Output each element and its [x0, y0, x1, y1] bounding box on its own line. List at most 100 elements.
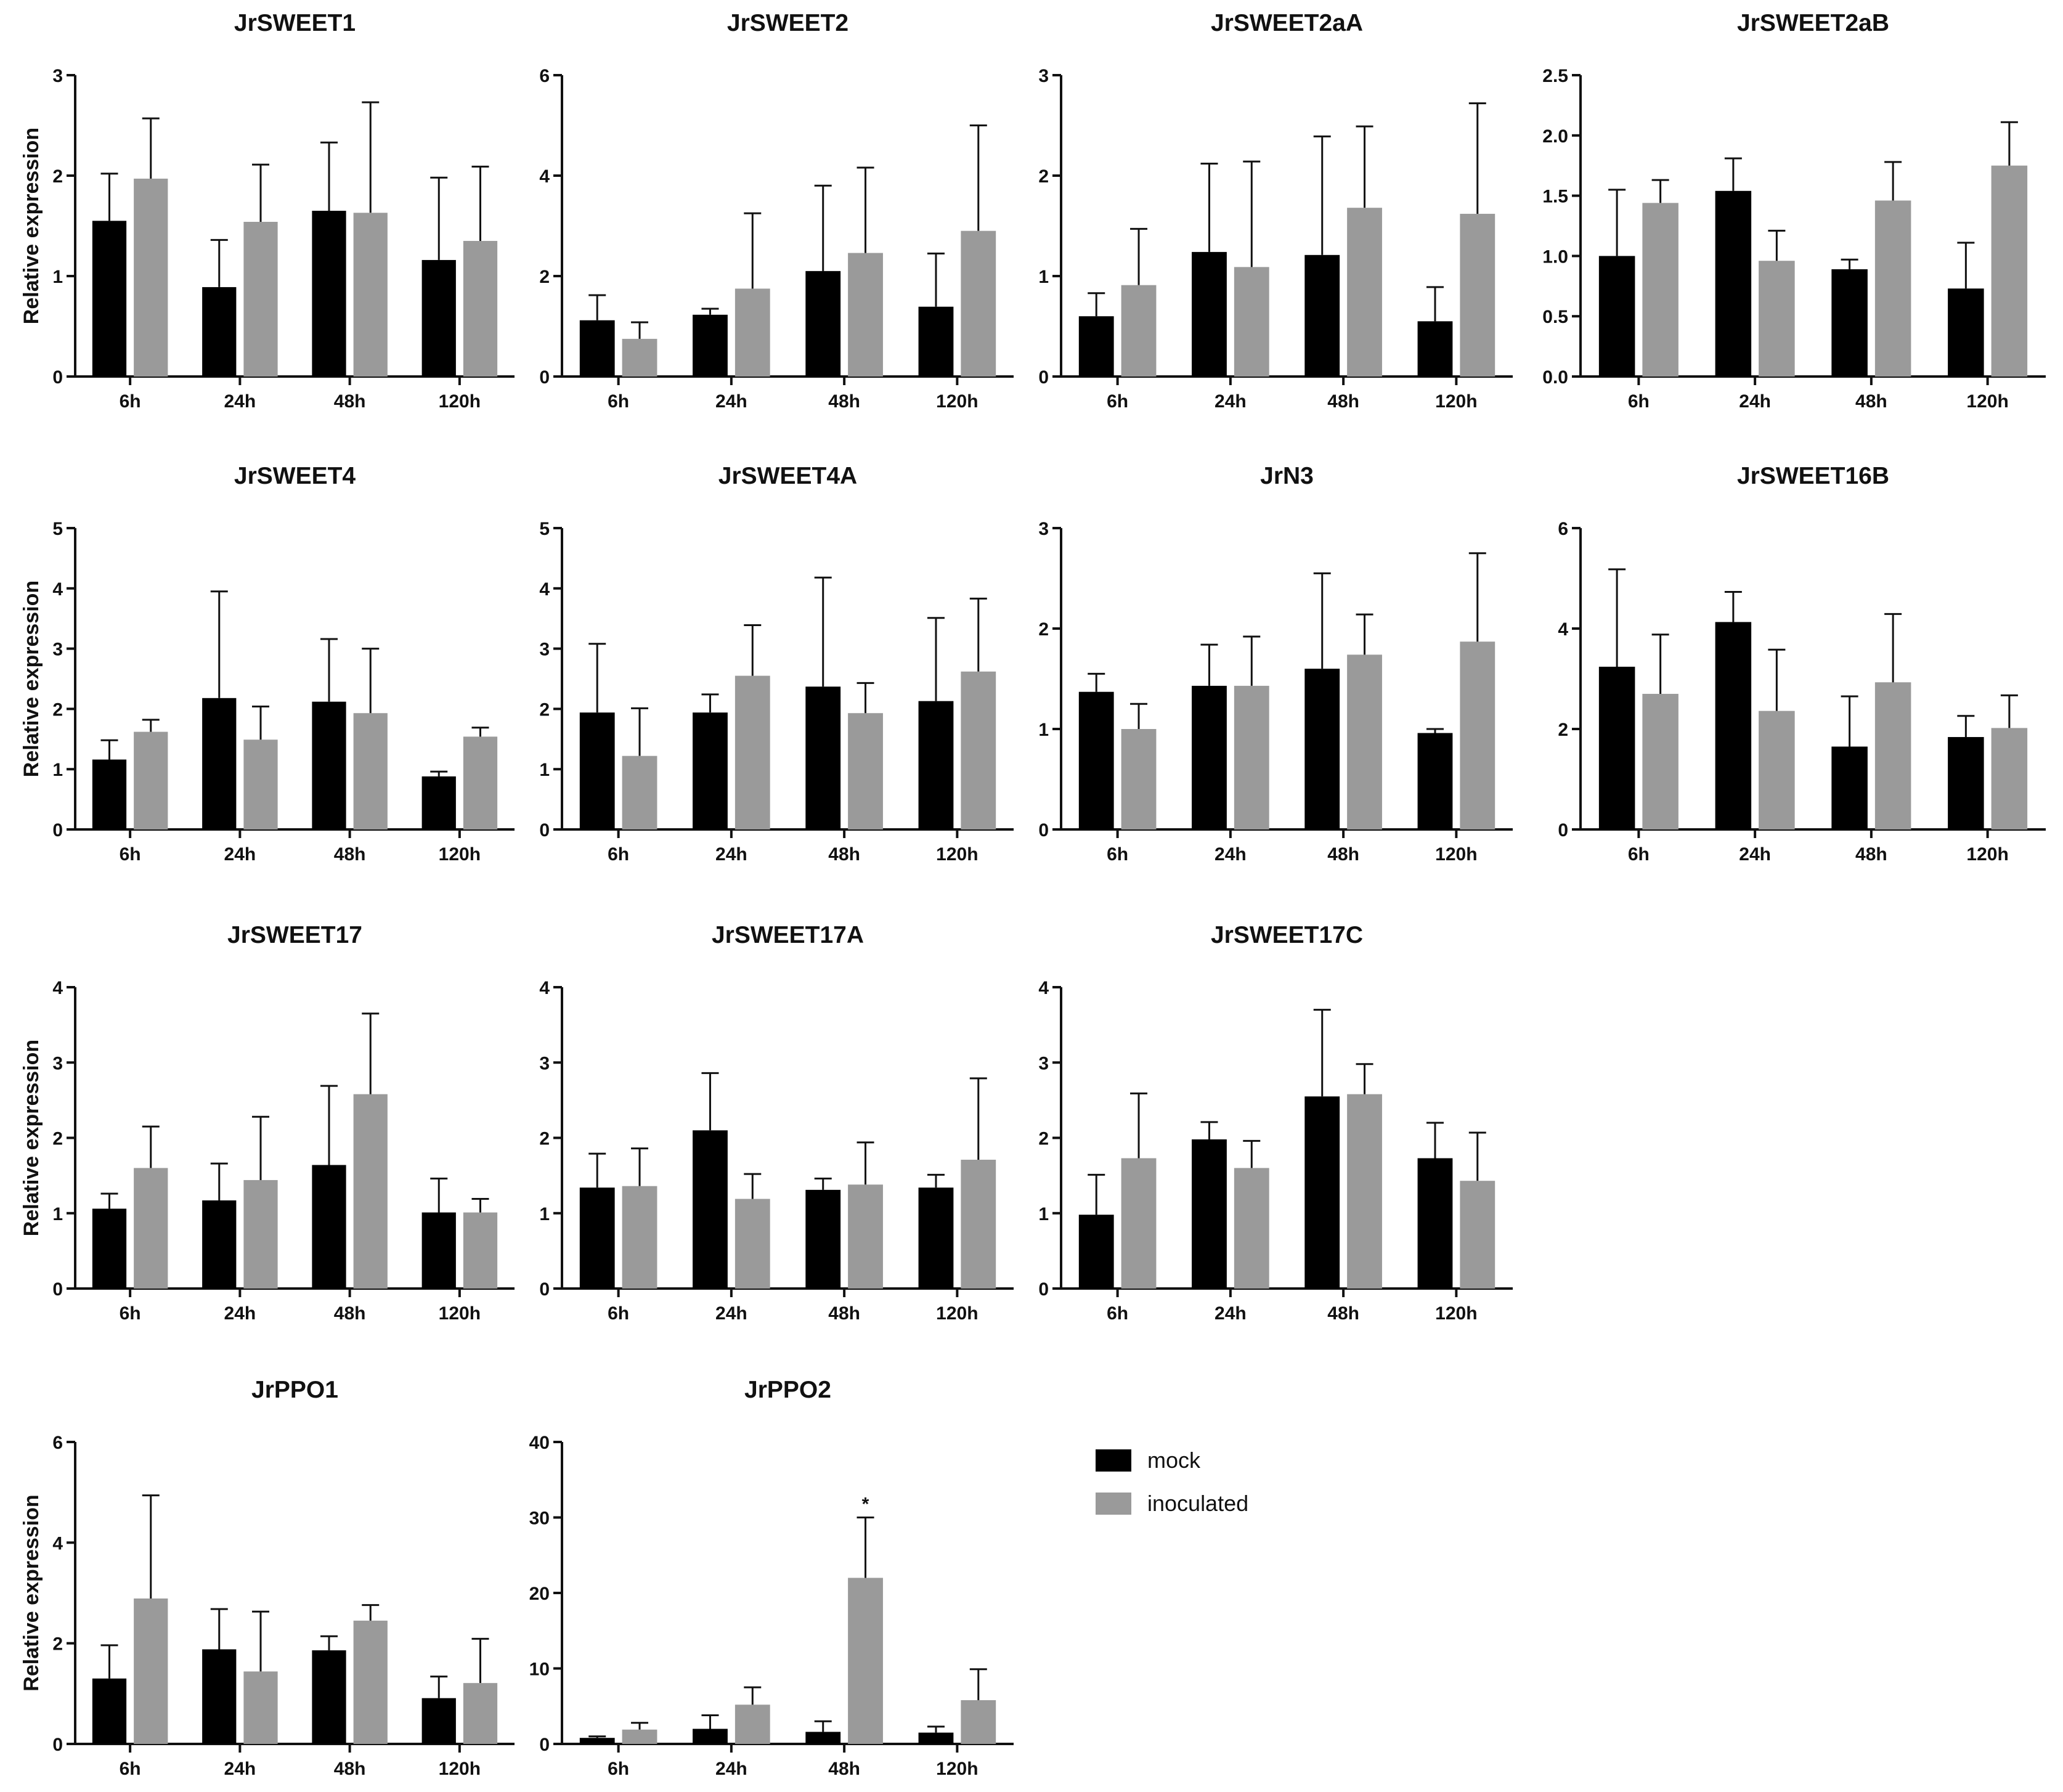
y-tick-label: 3: [1038, 1053, 1049, 1073]
y-tick-label: 1: [1038, 720, 1049, 740]
x-tick-label: 120h: [439, 844, 481, 865]
bar-mock-48h: [1304, 1096, 1340, 1289]
chart-title: JrSWEET17A: [712, 922, 864, 948]
bar-mock-24h: [693, 314, 728, 377]
y-axis-label: Relative expression: [20, 1040, 43, 1236]
y-tick-label: 0: [52, 1279, 63, 1300]
y-tick-label: 3: [539, 1053, 550, 1073]
chart-title: JrSWEET1: [234, 10, 356, 36]
x-tick-label: 24h: [224, 391, 256, 412]
y-tick-label: 2.5: [1542, 66, 1568, 86]
y-tick-label: 1: [52, 267, 63, 287]
bar-inoculated-120h: [1460, 641, 1495, 829]
x-tick-label: 120h: [936, 844, 978, 865]
bar-inoculated-24h: [243, 739, 278, 829]
legend-swatch-mock: [1096, 1449, 1131, 1472]
x-tick-label: 120h: [1966, 844, 2008, 865]
x-tick-label: 120h: [439, 391, 481, 412]
bar-mock-6h: [1078, 691, 1114, 829]
bar-mock-48h: [805, 271, 841, 377]
bar-mock-120h: [1417, 1158, 1453, 1289]
bar-mock-6h: [579, 1187, 615, 1289]
bar-inoculated-24h: [1234, 267, 1269, 377]
bar-inoculated-24h: [734, 1704, 770, 1744]
y-tick-label: 40: [529, 1433, 550, 1453]
x-tick-label: 6h: [1107, 844, 1128, 865]
chart-title: JrSWEET4: [234, 463, 356, 489]
y-tick-label: 1: [52, 760, 63, 780]
y-tick-label: 0.0: [1542, 367, 1568, 388]
y-tick-label: 3: [1038, 519, 1049, 539]
bar-mock-24h: [1192, 251, 1227, 377]
x-tick-label: 48h: [334, 844, 366, 865]
bar-inoculated-6h: [134, 178, 168, 377]
x-tick-label: 48h: [1327, 391, 1359, 412]
bar-mock-24h: [1192, 685, 1227, 829]
bar-inoculated-48h: [353, 713, 388, 829]
bar-inoculated-120h: [961, 1159, 996, 1289]
bar-mock-120h: [1948, 288, 1984, 377]
x-tick-label: 6h: [120, 1303, 141, 1324]
x-tick-label: 6h: [1628, 391, 1650, 412]
bar-mock-48h: [805, 686, 841, 829]
bar-inoculated-120h: [463, 1683, 498, 1744]
y-tick-label: 0: [52, 367, 63, 388]
y-tick-label: 3: [52, 66, 63, 86]
y-tick-label: 2: [1038, 619, 1049, 640]
x-tick-label: 6h: [120, 1759, 141, 1779]
bar-mock-6h: [579, 320, 615, 377]
y-tick-label: 0: [539, 367, 550, 388]
bar-inoculated-24h: [1759, 261, 1795, 377]
bar-mock-120h: [421, 259, 456, 377]
x-tick-label: 120h: [936, 391, 978, 412]
y-tick-label: 2: [1038, 1129, 1049, 1149]
chart-title: JrSWEET2aB: [1737, 10, 1889, 36]
bar-inoculated-24h: [1759, 711, 1795, 829]
chart-panel-JrSWEET1: JrSWEET1 Relative expression 0 1 2 3 6h 24h 48h 1…: [20, 10, 515, 412]
x-tick-label: 120h: [1435, 844, 1477, 865]
x-tick-label: 24h: [715, 844, 747, 865]
legend-swatch-inoculated: [1096, 1493, 1131, 1515]
y-tick-label: 1: [539, 1204, 550, 1224]
bar-mock-120h: [918, 701, 954, 829]
bar-inoculated-48h: [353, 1620, 388, 1744]
bar-inoculated-120h: [1991, 728, 2028, 829]
y-tick-label: 2: [52, 699, 63, 720]
x-tick-label: 120h: [439, 1303, 481, 1324]
y-tick-label: 3: [539, 640, 550, 660]
x-tick-label: 48h: [828, 844, 860, 865]
x-tick-label: 24h: [715, 391, 747, 412]
chart-panel-JrSWEET16B: JrSWEET16B 0 2 4 6 6h 24h 48h 120h: [1558, 463, 2046, 865]
x-tick-label: 24h: [1215, 391, 1247, 412]
y-tick-label: 0: [52, 1735, 63, 1755]
bar-mock-24h: [1715, 622, 1752, 829]
bar-inoculated-24h: [243, 1179, 278, 1289]
bar-mock-120h: [1417, 733, 1453, 829]
panels: JrSWEET1 Relative expression 0 1 2 3 6h 24h 48h 1…: [20, 10, 2046, 1779]
bar-mock-120h: [421, 776, 456, 829]
bar-mock-48h: [805, 1732, 841, 1744]
y-tick-label: 0: [539, 820, 550, 841]
bar-inoculated-120h: [463, 736, 498, 829]
y-tick-label: 2: [539, 267, 550, 287]
x-tick-label: 120h: [1966, 391, 2008, 412]
bar-inoculated-6h: [1121, 285, 1157, 377]
chart-title: JrSWEET17C: [1211, 922, 1363, 948]
x-tick-label: 24h: [1215, 844, 1247, 865]
y-tick-label: 20: [529, 1584, 550, 1604]
x-tick-label: 48h: [334, 1303, 366, 1324]
bar-mock-120h: [421, 1212, 456, 1289]
bar-inoculated-24h: [1234, 685, 1269, 829]
bar-inoculated-24h: [734, 288, 770, 377]
y-tick-label: 2: [1558, 720, 1568, 740]
bar-inoculated-24h: [734, 1199, 770, 1289]
bar-mock-24h: [1192, 1139, 1227, 1289]
y-tick-label: 2: [52, 1129, 63, 1149]
y-tick-label: 1: [1038, 1204, 1049, 1224]
x-tick-label: 6h: [608, 1759, 629, 1779]
y-axis-label: Relative expression: [20, 580, 43, 777]
bar-inoculated-120h: [463, 1212, 498, 1289]
x-tick-label: 6h: [608, 1303, 629, 1324]
bar-mock-24h: [202, 698, 237, 829]
